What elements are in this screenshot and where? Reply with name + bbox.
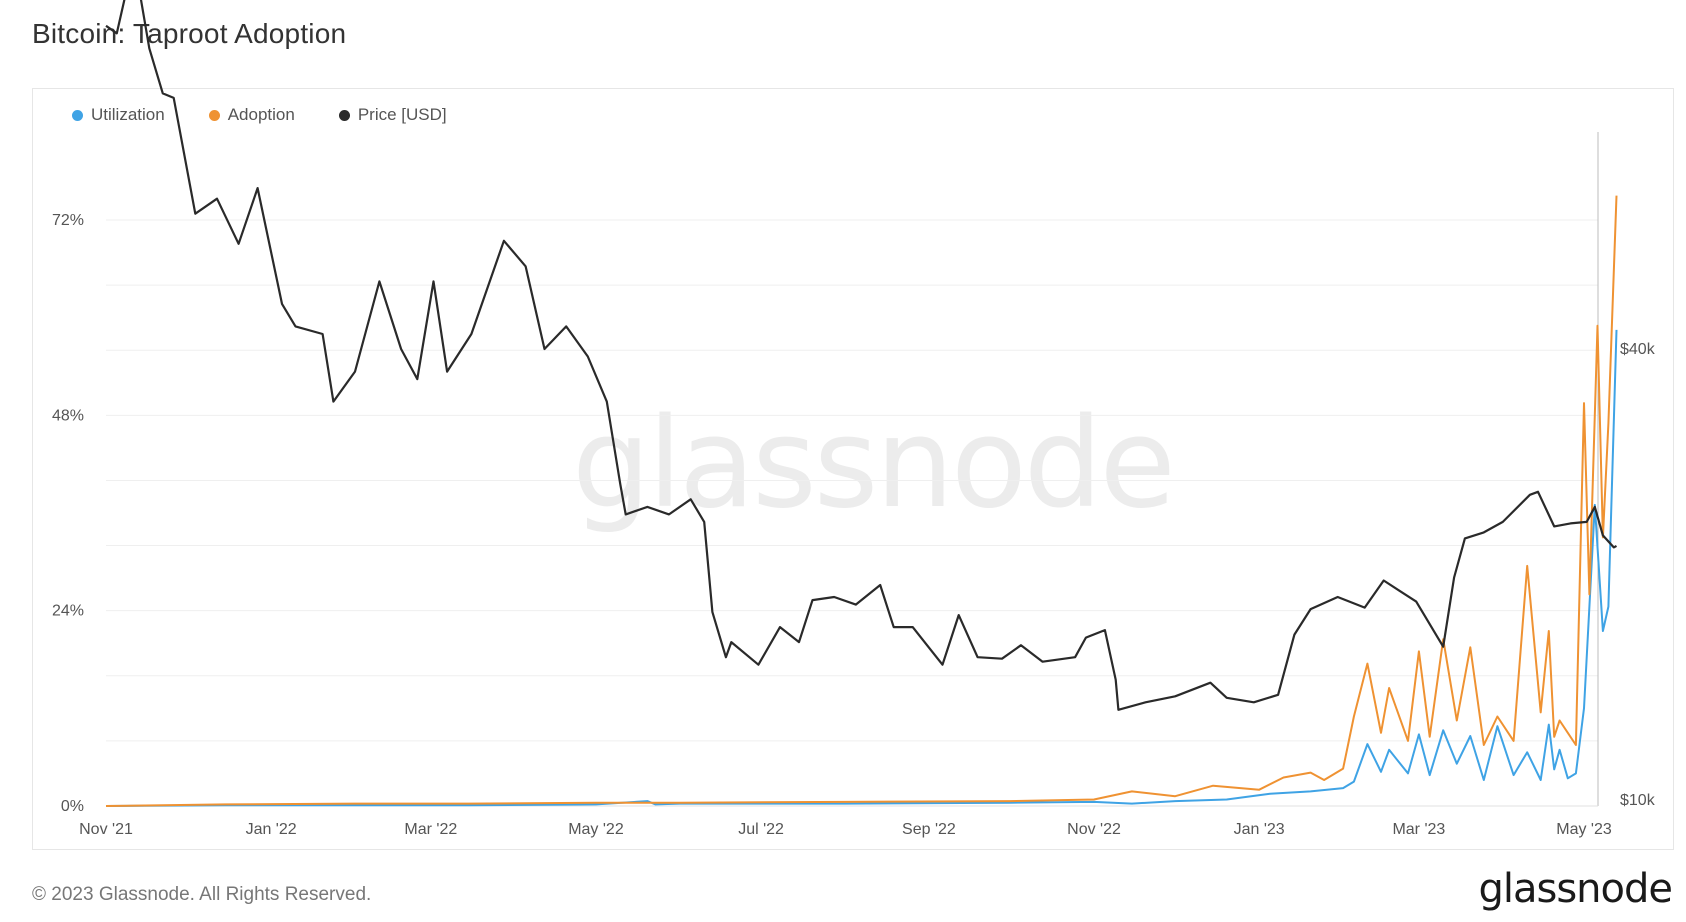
chart-legend: Utilization Adoption Price [USD] [72, 105, 447, 125]
y-left-tick-label: 24% [52, 603, 84, 620]
x-tick-label: Jan '23 [1234, 821, 1285, 838]
legend-item-price[interactable]: Price [USD] [338, 105, 447, 125]
y-left-tick-label: 48% [52, 407, 84, 424]
y-right-tick-label: $10k [1620, 792, 1656, 809]
x-tick-label: Mar '23 [1392, 821, 1445, 838]
legend-item-utilization[interactable]: Utilization [72, 105, 165, 125]
x-tick-label: Jul '22 [738, 821, 784, 838]
x-tick-label: May '22 [568, 821, 624, 838]
x-tick-label: May '23 [1556, 821, 1612, 838]
legend-item-adoption[interactable]: Adoption [208, 105, 295, 125]
y-left-tick-label: 0% [61, 798, 84, 815]
series-line-adoption [105, 195, 1618, 807]
legend-label-adoption: Adoption [227, 105, 295, 124]
y-right-tick-label: $40k [1620, 341, 1656, 358]
price-dot-icon [338, 109, 350, 121]
copyright-text: © 2023 Glassnode. All Rights Reserved. [32, 884, 372, 905]
x-tick-label: Sep '22 [902, 821, 956, 838]
brand-logo[interactable]: glassnode [1478, 866, 1673, 912]
utilization-dot-icon [72, 109, 83, 121]
x-tick-label: Nov '22 [1067, 821, 1121, 838]
legend-label-utilization: Utilization [91, 105, 165, 124]
x-tick-label: Nov '21 [79, 821, 133, 838]
x-tick-label: Jan '22 [246, 821, 297, 838]
adoption-dot-icon [208, 109, 220, 121]
series-line-utilization [105, 329, 1618, 807]
y-left-tick-label: 72% [52, 212, 84, 229]
legend-label-price: Price [USD] [357, 105, 447, 124]
x-tick-label: Mar '22 [404, 821, 457, 838]
series-line-price-usd [105, 0, 1618, 711]
page-title: Bitcoin: Taproot Adoption [32, 18, 347, 49]
chart-frame [32, 88, 1674, 850]
